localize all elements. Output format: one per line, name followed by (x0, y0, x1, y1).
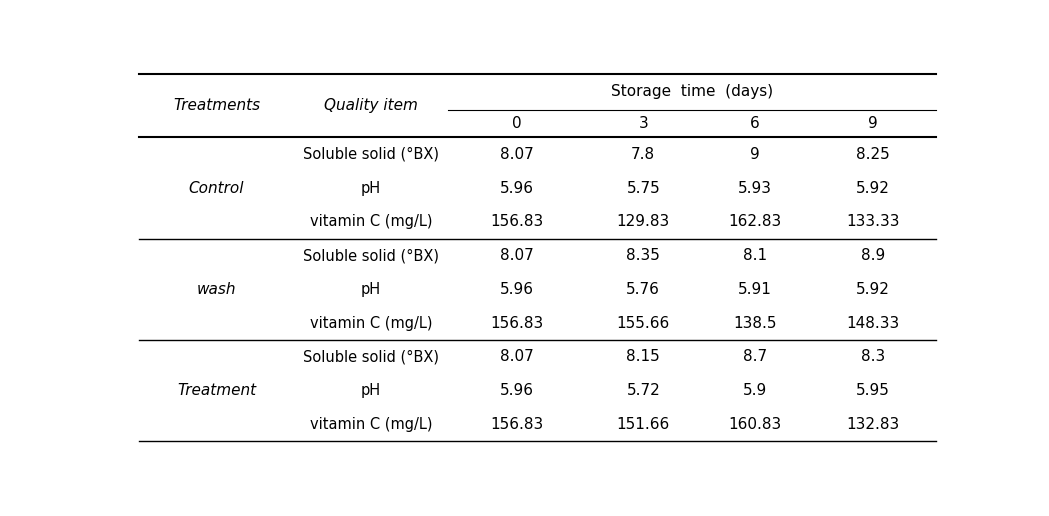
Text: vitamin C (mg/L): vitamin C (mg/L) (309, 214, 432, 229)
Text: 156.83: 156.83 (491, 316, 544, 331)
Text: 5.93: 5.93 (738, 181, 772, 196)
Text: Soluble solid (°BX): Soluble solid (°BX) (303, 147, 438, 162)
Text: 8.35: 8.35 (626, 248, 660, 263)
Text: Soluble solid (°BX): Soluble solid (°BX) (303, 248, 438, 263)
Text: pH: pH (361, 282, 381, 297)
Text: 156.83: 156.83 (491, 214, 544, 229)
Text: Quality item: Quality item (324, 98, 418, 113)
Text: 148.33: 148.33 (847, 316, 900, 331)
Text: 5.91: 5.91 (738, 282, 772, 297)
Text: 5.96: 5.96 (500, 383, 534, 398)
Text: 3: 3 (639, 116, 648, 131)
Text: 9: 9 (869, 116, 878, 131)
Text: 5.92: 5.92 (856, 282, 890, 297)
Text: 7.8: 7.8 (631, 147, 656, 162)
Text: 5.72: 5.72 (626, 383, 660, 398)
Text: 156.83: 156.83 (491, 417, 544, 432)
Text: 8.07: 8.07 (500, 147, 534, 162)
Text: vitamin C (mg/L): vitamin C (mg/L) (309, 417, 432, 432)
Text: 8.7: 8.7 (743, 349, 767, 364)
Text: 5.96: 5.96 (500, 181, 534, 196)
Text: 155.66: 155.66 (617, 316, 670, 331)
Text: 5.76: 5.76 (626, 282, 660, 297)
Text: 5.92: 5.92 (856, 181, 890, 196)
Text: Control: Control (189, 181, 244, 196)
Text: 8.07: 8.07 (500, 248, 534, 263)
Text: 160.83: 160.83 (728, 417, 782, 432)
Text: vitamin C (mg/L): vitamin C (mg/L) (309, 316, 432, 331)
Text: 5.95: 5.95 (856, 383, 890, 398)
Text: Soluble solid (°BX): Soluble solid (°BX) (303, 349, 438, 364)
Text: 8.25: 8.25 (856, 147, 890, 162)
Text: 129.83: 129.83 (617, 214, 670, 229)
Text: Treatments: Treatments (173, 98, 260, 113)
Text: 8.9: 8.9 (861, 248, 885, 263)
Text: 0: 0 (513, 116, 522, 131)
Text: 162.83: 162.83 (728, 214, 782, 229)
Text: 138.5: 138.5 (733, 316, 777, 331)
Text: 151.66: 151.66 (617, 417, 670, 432)
Text: 8.15: 8.15 (626, 349, 660, 364)
Text: wash: wash (197, 282, 236, 297)
Text: 5.75: 5.75 (626, 181, 660, 196)
Text: 8.07: 8.07 (500, 349, 534, 364)
Text: 8.1: 8.1 (743, 248, 767, 263)
Text: 133.33: 133.33 (847, 214, 900, 229)
Text: 9: 9 (750, 147, 759, 162)
Text: 5.96: 5.96 (500, 282, 534, 297)
Text: 5.9: 5.9 (743, 383, 767, 398)
Text: 8.3: 8.3 (861, 349, 885, 364)
Text: 132.83: 132.83 (847, 417, 900, 432)
Text: Treatment: Treatment (177, 383, 256, 398)
Text: Storage  time  (days): Storage time (days) (611, 84, 773, 99)
Text: pH: pH (361, 181, 381, 196)
Text: 6: 6 (750, 116, 759, 131)
Text: pH: pH (361, 383, 381, 398)
